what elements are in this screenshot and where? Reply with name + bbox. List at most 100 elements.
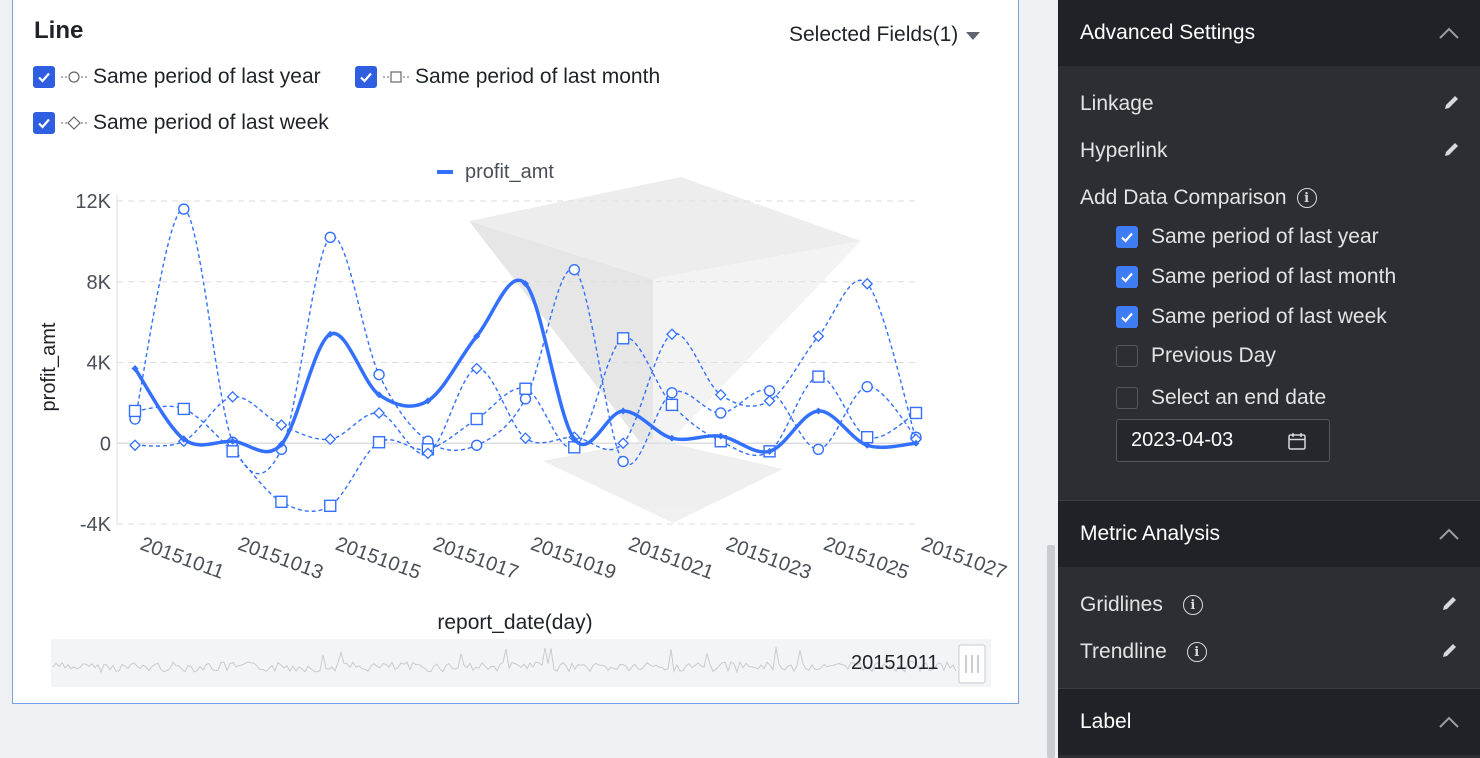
compare-last-month-toggle[interactable]: Same period of last month xyxy=(355,65,660,89)
data-point-circle[interactable] xyxy=(861,381,873,393)
hyperlink-row: Hyperlink xyxy=(1080,139,1168,163)
data-point-circle[interactable] xyxy=(519,393,532,405)
data-point-square[interactable] xyxy=(812,370,825,383)
panel-option-last-month[interactable]: Same period of last month xyxy=(1151,265,1397,288)
data-point[interactable] xyxy=(570,435,578,443)
info-icon[interactable]: i xyxy=(1186,642,1207,662)
data-point-square[interactable] xyxy=(177,402,191,416)
data-point-diamond[interactable] xyxy=(129,439,141,452)
data-point-square[interactable] xyxy=(372,436,386,449)
panel-checkbox-last-month[interactable] xyxy=(1116,266,1138,288)
data-point-square[interactable] xyxy=(275,495,288,508)
compare-last-year-toggle[interactable]: Same period of last year xyxy=(33,65,321,89)
data-point-diamond[interactable] xyxy=(226,390,239,403)
compare-last-week-toggle[interactable]: Same period of last week xyxy=(33,111,329,135)
data-point-square[interactable] xyxy=(226,445,239,458)
data-point-diamond[interactable] xyxy=(861,277,874,290)
data-point-diamond[interactable] xyxy=(519,432,532,445)
panel-option-last-week[interactable]: Same period of last week xyxy=(1151,305,1387,328)
data-point-diamond[interactable] xyxy=(763,394,776,407)
panel-option-end-date[interactable]: Select an end date xyxy=(1151,386,1327,409)
metric-analysis-header[interactable]: Metric Analysis xyxy=(1058,501,1480,567)
data-point[interactable] xyxy=(522,280,529,288)
data-point[interactable] xyxy=(375,391,383,399)
data-point-square[interactable] xyxy=(519,382,532,395)
data-point[interactable] xyxy=(717,432,725,440)
data-point[interactable] xyxy=(473,332,481,340)
page-scrollbar[interactable] xyxy=(1047,545,1055,758)
diamond-marker-icon xyxy=(61,116,87,130)
data-point-circle[interactable] xyxy=(666,387,678,399)
data-point[interactable] xyxy=(424,397,432,405)
data-point-circle[interactable] xyxy=(617,455,629,468)
panel-option-previous-day[interactable]: Previous Day xyxy=(1151,344,1276,367)
data-point-diamond[interactable] xyxy=(324,433,337,446)
info-icon[interactable]: i xyxy=(1182,595,1203,615)
selected-fields-dropdown[interactable]: Selected Fields(1) xyxy=(789,23,981,47)
data-point-square[interactable] xyxy=(909,406,923,420)
hyperlink-edit-icon[interactable] xyxy=(1442,139,1462,159)
data-point[interactable] xyxy=(619,407,627,415)
data-point[interactable] xyxy=(814,407,822,415)
gridlines-edit-icon[interactable] xyxy=(1440,593,1460,613)
series-line xyxy=(134,279,917,455)
panel-checkbox-last-year[interactable] xyxy=(1116,226,1138,248)
data-point[interactable] xyxy=(131,365,139,373)
panel-checkbox-previous-day[interactable] xyxy=(1116,345,1138,367)
data-point-diamond[interactable] xyxy=(812,330,825,343)
series-diamond xyxy=(129,277,922,460)
x-tick-label: 20151027 xyxy=(918,533,1009,584)
calendar-icon[interactable] xyxy=(1287,431,1307,451)
data-point-circle[interactable] xyxy=(470,439,483,451)
data-point-square[interactable] xyxy=(470,412,483,426)
data-point-diamond[interactable] xyxy=(421,447,434,460)
end-date-input[interactable]: 2023-04-03 xyxy=(1116,419,1330,462)
chevron-up-icon[interactable] xyxy=(1438,26,1460,40)
x-tick-label: 20151013 xyxy=(235,533,326,584)
data-point[interactable] xyxy=(912,439,920,447)
linkage-edit-icon[interactable] xyxy=(1442,92,1462,112)
advanced-settings-header[interactable]: Advanced Settings xyxy=(1058,0,1480,66)
chevron-up-icon[interactable] xyxy=(1438,527,1460,541)
data-point-circle[interactable] xyxy=(324,231,336,244)
slider-track[interactable] xyxy=(51,639,991,687)
data-point-diamond[interactable] xyxy=(617,437,630,450)
data-point[interactable] xyxy=(326,330,334,338)
trendline-row: Trendline i xyxy=(1080,640,1207,664)
data-point-diamond[interactable] xyxy=(470,362,483,375)
data-point[interactable] xyxy=(277,440,285,448)
data-point[interactable] xyxy=(668,434,676,442)
data-point-square[interactable] xyxy=(324,499,337,513)
panel-checkbox-end-date[interactable] xyxy=(1116,387,1138,409)
data-point-square[interactable] xyxy=(128,404,142,418)
data-point[interactable] xyxy=(863,441,871,449)
data-point-circle[interactable] xyxy=(715,407,727,419)
data-point-circle[interactable] xyxy=(763,385,776,397)
data-point[interactable] xyxy=(766,447,774,455)
range-slider[interactable]: 20151011 xyxy=(51,639,991,687)
data-point-diamond[interactable] xyxy=(714,388,727,401)
data-point-circle[interactable] xyxy=(812,443,825,456)
y-tick-label: 12K xyxy=(75,191,111,213)
chevron-up-icon[interactable] xyxy=(1438,715,1460,729)
data-point-square[interactable] xyxy=(616,332,630,345)
data-point-square[interactable] xyxy=(665,398,679,412)
data-point-circle[interactable] xyxy=(568,263,581,276)
data-point-circle[interactable] xyxy=(178,203,190,215)
data-point-diamond[interactable] xyxy=(373,407,385,419)
panel-option-last-year[interactable]: Same period of last year xyxy=(1151,225,1379,248)
data-point[interactable] xyxy=(180,435,188,443)
series-line xyxy=(134,337,917,513)
data-point-square[interactable] xyxy=(860,430,874,444)
data-point-circle[interactable] xyxy=(373,368,385,381)
legend: profit_amt xyxy=(437,161,554,183)
data-point-diamond[interactable] xyxy=(275,419,288,432)
trendline-edit-icon[interactable] xyxy=(1440,640,1460,660)
data-point[interactable] xyxy=(229,437,237,445)
info-icon[interactable]: i xyxy=(1296,188,1317,208)
data-point-diamond[interactable] xyxy=(666,328,678,341)
x-tick-label: 20151011 xyxy=(137,533,227,584)
panel-checkbox-last-week[interactable] xyxy=(1116,306,1138,328)
checkbox-checked-icon xyxy=(33,112,55,134)
label-header[interactable]: Label xyxy=(1058,689,1480,755)
